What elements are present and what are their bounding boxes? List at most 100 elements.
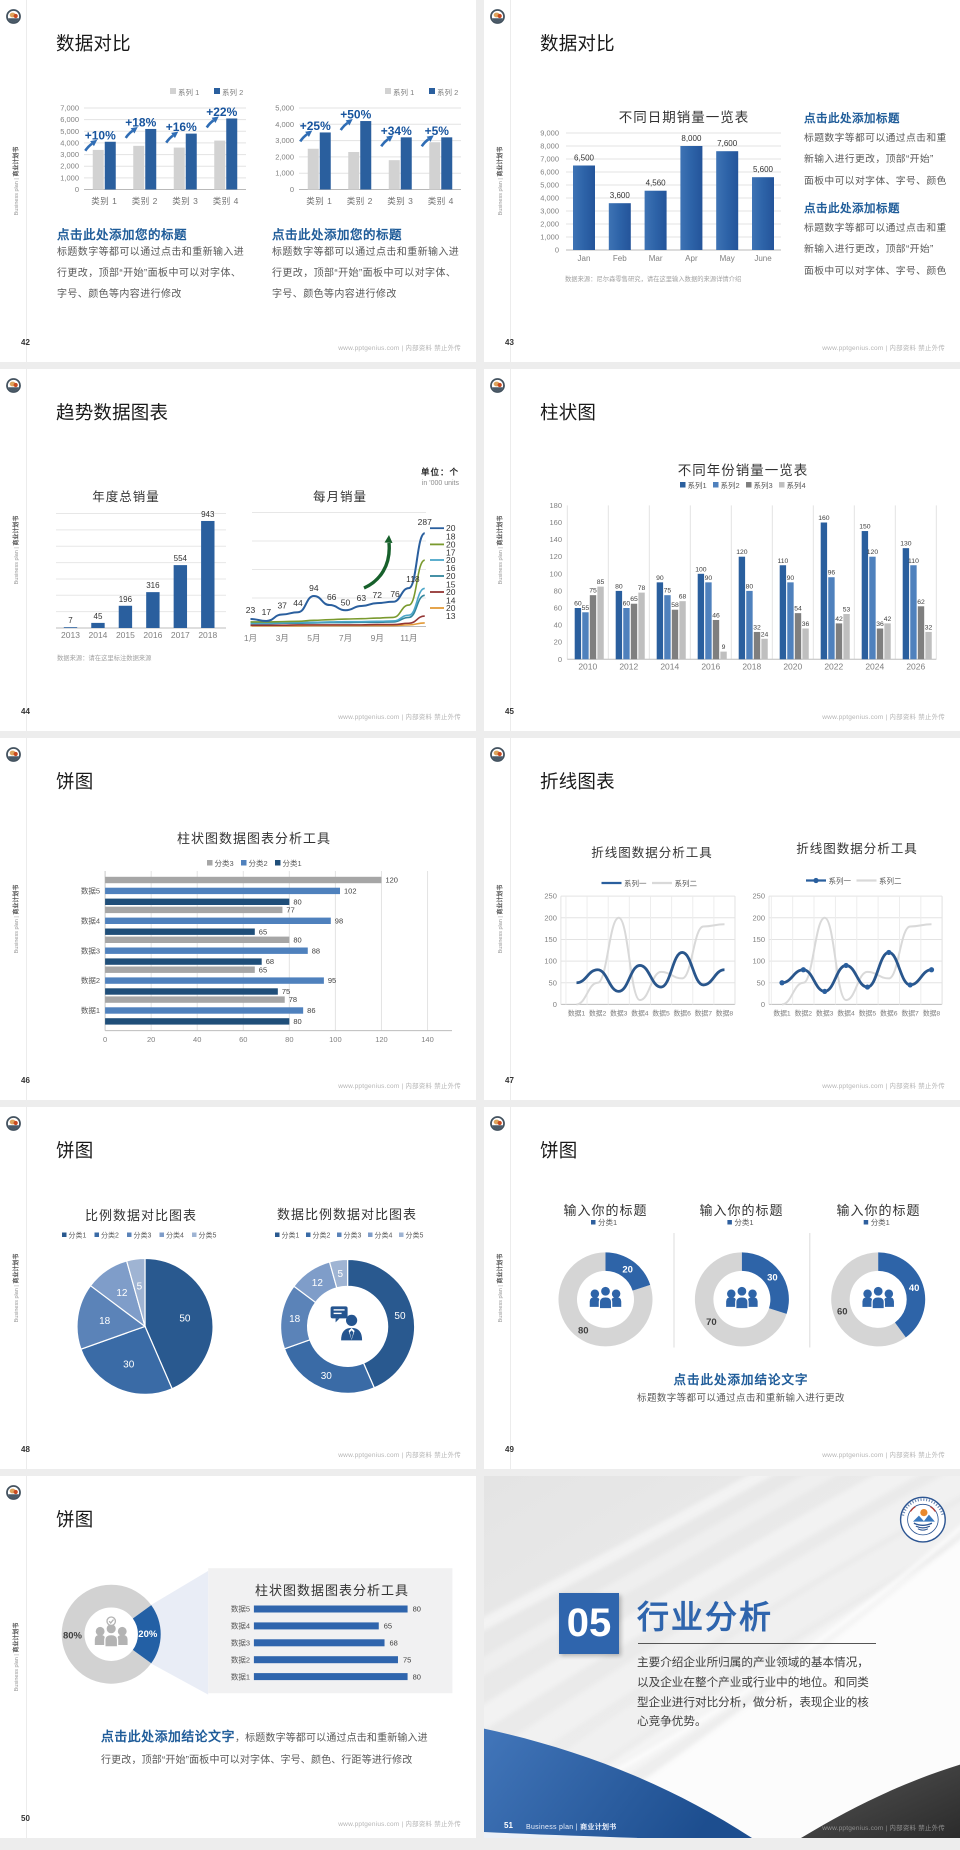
svg-text:86: 86 bbox=[307, 1006, 315, 1015]
svg-text:36: 36 bbox=[802, 621, 810, 628]
svg-text:80: 80 bbox=[746, 583, 754, 590]
svg-text:120: 120 bbox=[385, 876, 398, 885]
svg-text:数据3: 数据3 bbox=[816, 1009, 834, 1018]
svg-text:14: 14 bbox=[446, 596, 456, 606]
svg-text:45: 45 bbox=[94, 612, 103, 621]
svg-text:8,000: 8,000 bbox=[540, 142, 559, 151]
svg-text:23: 23 bbox=[246, 605, 256, 615]
svg-text:5,000: 5,000 bbox=[60, 127, 79, 136]
svg-text:数据3: 数据3 bbox=[81, 945, 100, 955]
svg-text:75: 75 bbox=[589, 588, 597, 595]
svg-text:Mar: Mar bbox=[649, 254, 663, 263]
svg-text:88: 88 bbox=[312, 946, 320, 955]
svg-text:90: 90 bbox=[705, 575, 713, 582]
svg-text:20: 20 bbox=[554, 638, 562, 647]
svg-text:160: 160 bbox=[818, 515, 830, 522]
svg-text:15: 15 bbox=[446, 579, 456, 589]
svg-text:180: 180 bbox=[549, 501, 562, 510]
svg-text:85: 85 bbox=[597, 579, 605, 586]
svg-text:54: 54 bbox=[794, 606, 802, 613]
svg-text:36: 36 bbox=[876, 621, 884, 628]
svg-text:2014: 2014 bbox=[88, 630, 107, 640]
svg-text:4,000: 4,000 bbox=[540, 194, 559, 203]
svg-text:20%: 20% bbox=[138, 1629, 158, 1640]
svg-text:1,000: 1,000 bbox=[540, 233, 559, 242]
svg-text:60: 60 bbox=[554, 604, 562, 613]
svg-text:110: 110 bbox=[777, 558, 788, 565]
svg-text:80: 80 bbox=[293, 935, 301, 944]
svg-text:1,000: 1,000 bbox=[60, 173, 79, 182]
svg-text:数据6: 数据6 bbox=[674, 1009, 692, 1018]
svg-text:16: 16 bbox=[446, 563, 456, 573]
svg-text:分类1: 分类1 bbox=[283, 858, 302, 868]
svg-text:2018: 2018 bbox=[742, 662, 761, 672]
svg-text:数据2: 数据2 bbox=[81, 975, 100, 985]
svg-text:类别 2: 类别 2 bbox=[132, 196, 158, 206]
svg-text:30: 30 bbox=[767, 1273, 778, 1284]
svg-text:类别 4: 类别 4 bbox=[213, 196, 239, 206]
svg-text:40: 40 bbox=[909, 1283, 920, 1294]
svg-text:100: 100 bbox=[752, 957, 765, 966]
svg-text:20: 20 bbox=[446, 571, 456, 581]
svg-text:44: 44 bbox=[293, 598, 303, 608]
svg-text:2012: 2012 bbox=[619, 662, 638, 672]
svg-text:65: 65 bbox=[259, 927, 267, 936]
svg-text:80: 80 bbox=[578, 1325, 589, 1336]
svg-text:1,000: 1,000 bbox=[275, 169, 294, 178]
svg-text:分类2: 分类2 bbox=[249, 858, 268, 868]
svg-text:120: 120 bbox=[375, 1035, 388, 1044]
svg-text:系列 1: 系列 1 bbox=[178, 87, 199, 97]
svg-text:68: 68 bbox=[390, 1639, 398, 1648]
svg-text:100: 100 bbox=[695, 566, 707, 573]
svg-text:17: 17 bbox=[446, 548, 456, 558]
svg-text:Jan: Jan bbox=[578, 254, 591, 263]
svg-text:2016: 2016 bbox=[143, 630, 162, 640]
svg-text:数据8: 数据8 bbox=[923, 1009, 941, 1018]
svg-text:20: 20 bbox=[446, 587, 456, 597]
svg-text:类别 1: 类别 1 bbox=[91, 196, 117, 206]
svg-text:60: 60 bbox=[837, 1307, 848, 1318]
svg-text:77: 77 bbox=[286, 906, 294, 915]
svg-text:+34%: +34% bbox=[381, 124, 412, 138]
svg-text:2014: 2014 bbox=[660, 662, 679, 672]
svg-text:554: 554 bbox=[174, 554, 188, 563]
svg-text:37: 37 bbox=[277, 600, 287, 610]
svg-text:50: 50 bbox=[179, 1314, 191, 1325]
svg-text:数据3: 数据3 bbox=[231, 1638, 250, 1648]
svg-text:140: 140 bbox=[549, 535, 562, 544]
svg-text:32: 32 bbox=[925, 624, 933, 631]
svg-text:65: 65 bbox=[259, 965, 267, 974]
svg-text:分类5: 分类5 bbox=[406, 1231, 424, 1240]
svg-text:65: 65 bbox=[630, 596, 638, 603]
svg-text:12: 12 bbox=[312, 1278, 324, 1289]
svg-text:2022: 2022 bbox=[824, 662, 843, 672]
svg-text:9,000: 9,000 bbox=[540, 129, 559, 138]
svg-text:68: 68 bbox=[266, 957, 274, 966]
svg-text:40: 40 bbox=[554, 621, 562, 630]
svg-text:80%: 80% bbox=[63, 1630, 83, 1641]
svg-text:30: 30 bbox=[123, 1359, 135, 1370]
svg-text:+50%: +50% bbox=[340, 108, 371, 122]
svg-text:24: 24 bbox=[761, 631, 769, 638]
svg-text:数据1: 数据1 bbox=[568, 1009, 586, 1018]
svg-text:2026: 2026 bbox=[906, 662, 925, 672]
svg-text:6,500: 6,500 bbox=[574, 154, 595, 163]
svg-text:分类4: 分类4 bbox=[166, 1231, 184, 1240]
svg-text:316: 316 bbox=[146, 581, 160, 590]
svg-text:系列二: 系列二 bbox=[675, 878, 698, 888]
svg-text:18: 18 bbox=[289, 1314, 301, 1325]
svg-text:32: 32 bbox=[753, 624, 761, 631]
svg-text:Apr: Apr bbox=[685, 254, 698, 263]
svg-text:30: 30 bbox=[321, 1371, 333, 1382]
svg-text:160: 160 bbox=[549, 518, 562, 527]
svg-text:96: 96 bbox=[828, 570, 836, 577]
svg-text:150: 150 bbox=[544, 935, 557, 944]
svg-text:0: 0 bbox=[558, 655, 562, 664]
svg-text:80: 80 bbox=[293, 897, 301, 906]
svg-text:3,000: 3,000 bbox=[60, 150, 79, 159]
svg-text:18: 18 bbox=[446, 531, 456, 541]
svg-text:数据2: 数据2 bbox=[589, 1009, 607, 1018]
svg-text:200: 200 bbox=[544, 913, 557, 922]
svg-text:数据1: 数据1 bbox=[773, 1009, 791, 1018]
svg-text:Feb: Feb bbox=[613, 254, 627, 263]
